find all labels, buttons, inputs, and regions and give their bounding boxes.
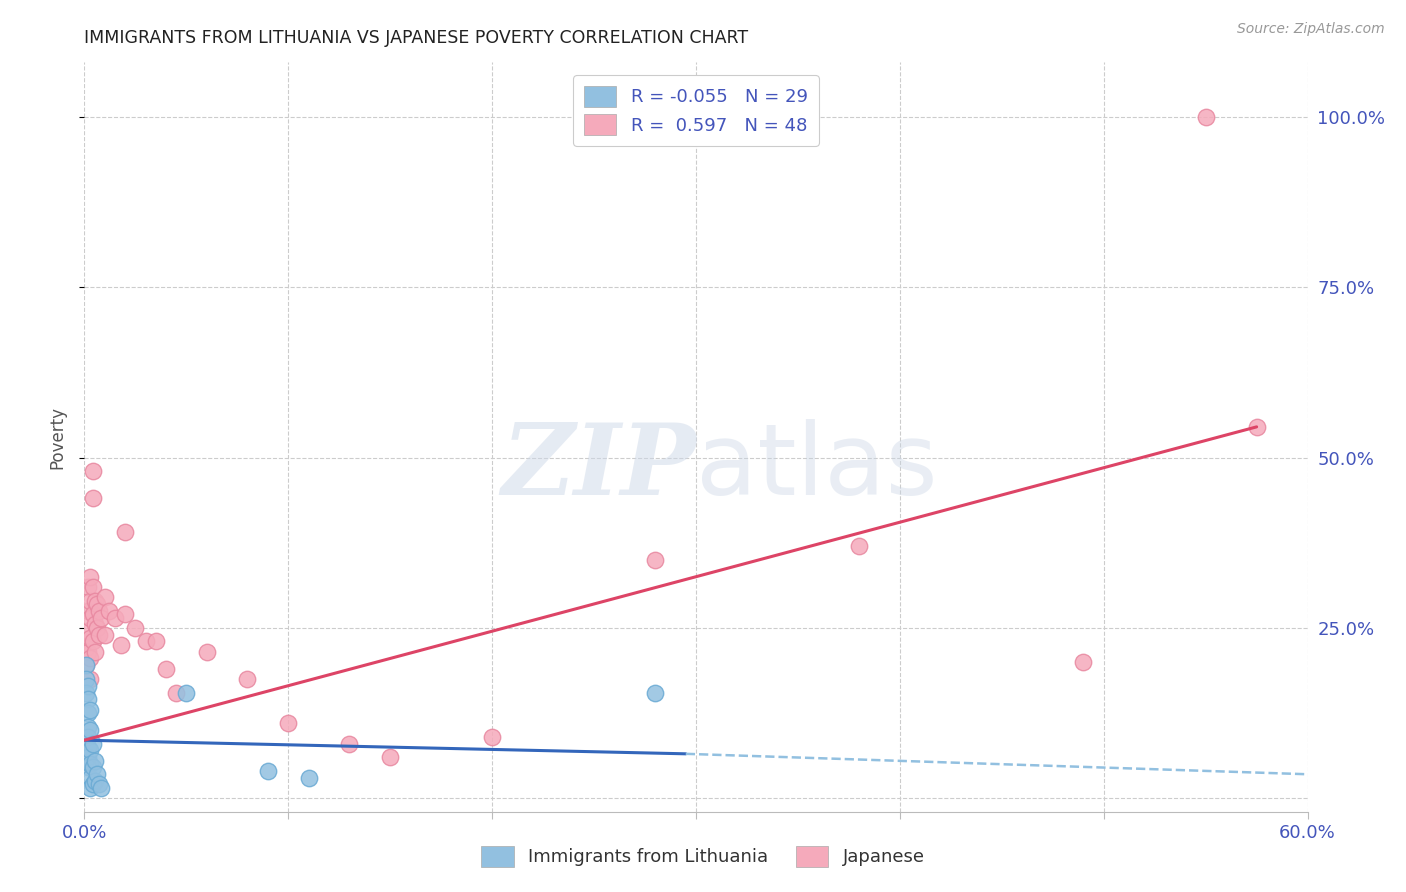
Point xyxy=(124,621,146,635)
Point xyxy=(83,593,105,607)
Point xyxy=(77,645,100,659)
Point xyxy=(77,739,100,754)
Point xyxy=(79,743,101,757)
Point xyxy=(86,621,108,635)
Point xyxy=(114,525,136,540)
Point xyxy=(75,658,97,673)
Point xyxy=(644,552,666,566)
Point xyxy=(82,580,104,594)
Point xyxy=(87,627,110,641)
Point xyxy=(82,607,104,622)
Legend: R = -0.055   N = 29, R =  0.597   N = 48: R = -0.055 N = 29, R = 0.597 N = 48 xyxy=(574,75,818,145)
Y-axis label: Poverty: Poverty xyxy=(48,406,66,468)
Point xyxy=(174,685,197,699)
Point xyxy=(86,767,108,781)
Point xyxy=(114,607,136,622)
Point xyxy=(93,590,115,604)
Text: Source: ZipAtlas.com: Source: ZipAtlas.com xyxy=(1237,22,1385,37)
Point xyxy=(79,631,101,645)
Point xyxy=(90,610,112,624)
Text: ZIP: ZIP xyxy=(501,419,696,516)
Point xyxy=(82,760,104,774)
Point xyxy=(79,723,101,737)
Point xyxy=(79,610,101,624)
Point xyxy=(77,679,100,693)
Point xyxy=(75,641,97,656)
Point xyxy=(77,692,100,706)
Point xyxy=(1073,655,1095,669)
Point xyxy=(1195,110,1218,124)
Point xyxy=(257,764,280,778)
Point xyxy=(79,780,101,795)
Point xyxy=(83,774,105,789)
Point xyxy=(195,645,218,659)
Point xyxy=(110,638,132,652)
Point xyxy=(79,757,101,772)
Point xyxy=(79,651,101,665)
Point xyxy=(848,539,870,553)
Point xyxy=(79,771,101,785)
Point xyxy=(481,730,503,744)
Legend: Immigrants from Lithuania, Japanese: Immigrants from Lithuania, Japanese xyxy=(474,838,932,874)
Point xyxy=(165,685,187,699)
Point xyxy=(77,706,100,720)
Point xyxy=(75,658,97,673)
Point xyxy=(77,604,100,618)
Point xyxy=(79,702,101,716)
Point xyxy=(83,617,105,632)
Text: atlas: atlas xyxy=(696,418,938,516)
Point xyxy=(145,634,167,648)
Point xyxy=(339,737,361,751)
Point xyxy=(87,604,110,618)
Point xyxy=(82,737,104,751)
Point xyxy=(155,662,177,676)
Point xyxy=(87,777,110,791)
Point xyxy=(79,593,101,607)
Point xyxy=(77,720,100,734)
Point xyxy=(380,750,402,764)
Point xyxy=(93,627,115,641)
Point xyxy=(75,672,97,686)
Point xyxy=(1246,420,1268,434)
Point xyxy=(75,685,97,699)
Point xyxy=(77,580,100,594)
Point xyxy=(82,464,104,478)
Point xyxy=(644,685,666,699)
Point xyxy=(77,624,100,639)
Point xyxy=(90,780,112,795)
Point xyxy=(236,672,259,686)
Point xyxy=(298,771,321,785)
Point xyxy=(86,597,108,611)
Point xyxy=(79,570,101,584)
Point xyxy=(77,730,100,744)
Point xyxy=(135,634,157,648)
Point xyxy=(83,645,105,659)
Point xyxy=(82,491,104,506)
Point xyxy=(77,750,100,764)
Text: IMMIGRANTS FROM LITHUANIA VS JAPANESE POVERTY CORRELATION CHART: IMMIGRANTS FROM LITHUANIA VS JAPANESE PO… xyxy=(84,29,748,47)
Point xyxy=(104,610,127,624)
Point xyxy=(82,634,104,648)
Point xyxy=(83,754,105,768)
Point xyxy=(97,604,120,618)
Point xyxy=(277,716,299,731)
Point xyxy=(77,760,100,774)
Point xyxy=(82,777,104,791)
Point xyxy=(79,672,101,686)
